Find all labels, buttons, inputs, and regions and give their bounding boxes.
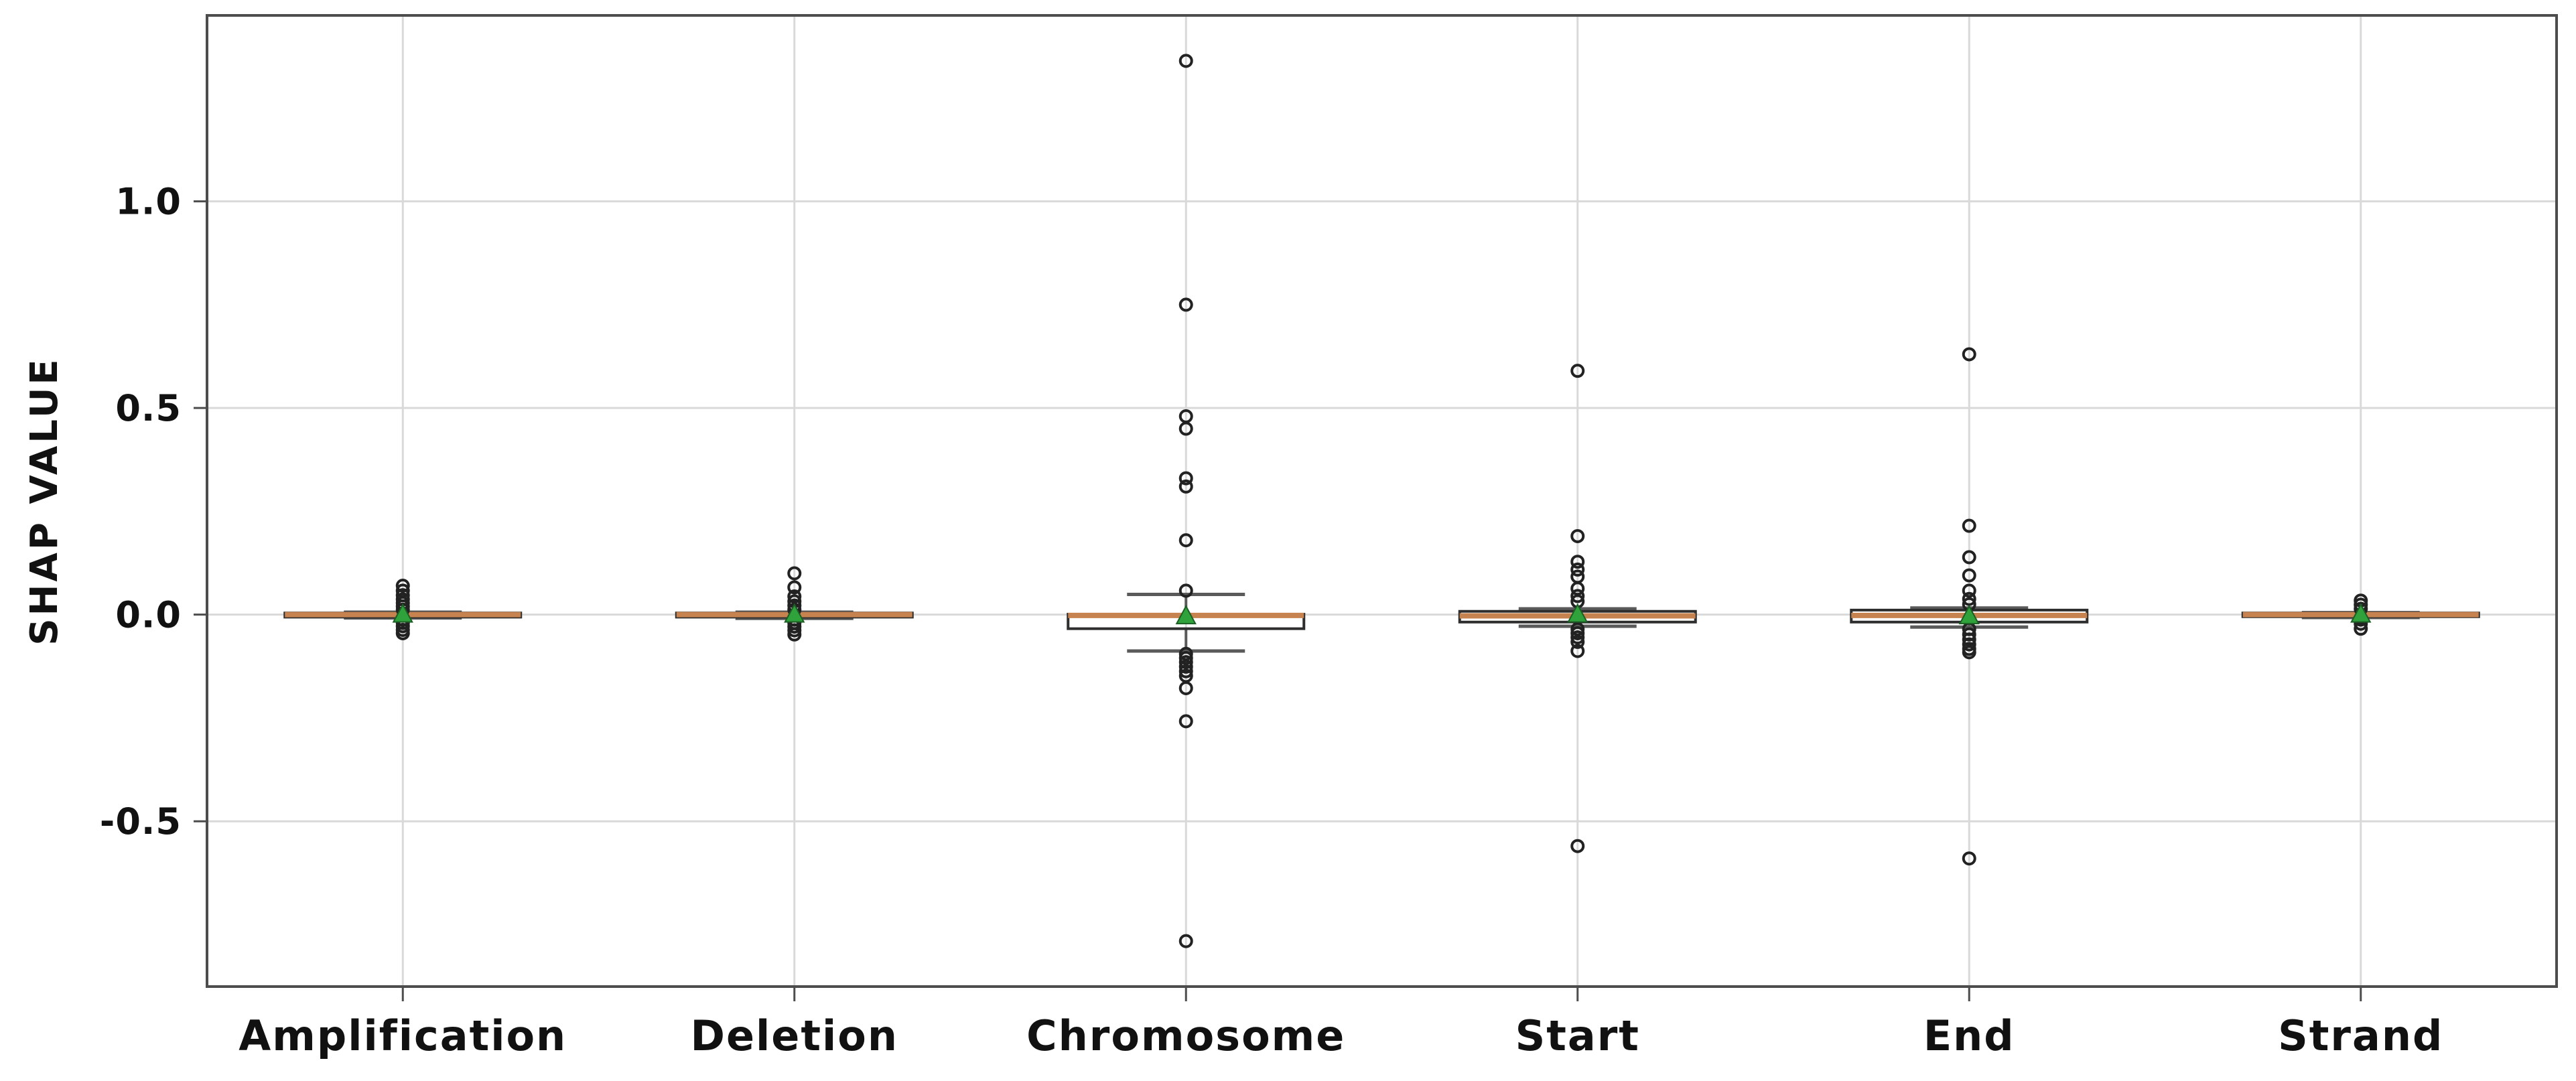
x-category-label-start: Start (1515, 1011, 1640, 1060)
outlier-point (1570, 589, 1585, 603)
outlier-point (1962, 591, 1976, 606)
x-category-label-end: End (1923, 1011, 2015, 1060)
outlier-point (1178, 714, 1193, 729)
y-tick-label: 0.0 (115, 594, 182, 636)
outlier-point (1962, 632, 1976, 647)
box-group-end (1850, 347, 2089, 866)
outlier-point (1962, 347, 1976, 362)
grid-lines (207, 15, 2557, 987)
outlier-point (1178, 650, 1193, 665)
outlier-point (1178, 659, 1193, 674)
x-category-label-amplification: Amplification (239, 1011, 567, 1060)
outlier-point (1962, 568, 1976, 583)
outlier-point (1178, 583, 1193, 598)
outlier-point (1570, 562, 1585, 577)
outlier-point (1570, 626, 1585, 640)
outlier-point (1178, 533, 1193, 548)
outlier-point (787, 580, 802, 595)
outlier-point (1570, 528, 1585, 543)
outlier-point (395, 578, 410, 593)
outlier-point (1178, 646, 1193, 661)
x-category-label-deletion: Deletion (691, 1011, 898, 1060)
outlier-point (1962, 645, 1976, 660)
outlier-point (1962, 518, 1976, 533)
mean-marker (392, 603, 413, 623)
outlier-point (1570, 644, 1585, 658)
mean-marker (2350, 603, 2372, 623)
outlier-point (1178, 471, 1193, 486)
y-axis-title: SHAP VALUE (23, 356, 66, 645)
outlier-point (787, 627, 802, 642)
outlier-point (1962, 637, 1976, 652)
outlier-point (1570, 630, 1585, 645)
outlier-point (1570, 555, 1585, 569)
outlier-point (1178, 664, 1193, 678)
outlier-point (1178, 655, 1193, 670)
box-group-deletion (675, 566, 914, 642)
outlier-point (1178, 934, 1193, 948)
outlier-point (787, 623, 802, 638)
outlier-point (1570, 581, 1585, 596)
y-tick-label: 1.0 (115, 181, 182, 223)
outlier-point (1962, 550, 1976, 565)
outlier-point (1570, 622, 1585, 636)
outlier-point (1570, 634, 1585, 649)
outlier-point (1962, 627, 1976, 642)
x-category-label-chromosome: Chromosome (1026, 1011, 1345, 1060)
outlier-point (1178, 479, 1193, 494)
outlier-point (1178, 681, 1193, 696)
y-axis: -0.5 0.0 0.5 1.0 (100, 181, 207, 843)
y-tick-label: -0.5 (100, 800, 182, 843)
outlier-point (787, 566, 802, 581)
outlier-point (1178, 421, 1193, 436)
outlier-point (395, 626, 410, 640)
box-group-chromosome (1067, 54, 1306, 948)
outlier-point (2354, 622, 2368, 636)
outlier-point (1962, 583, 1976, 598)
mean-marker (1958, 605, 1980, 625)
y-tick-label: 0.5 (115, 387, 182, 429)
box-group-start (1458, 364, 1697, 853)
plot-border (206, 14, 2558, 988)
box-group-strand (2241, 593, 2480, 636)
outlier-point (1178, 297, 1193, 312)
box-group-amplification (283, 578, 523, 640)
x-axis: Amplification Deletion Chromosome Start End S… (239, 987, 2443, 1060)
mean-marker (1567, 603, 1588, 623)
mean-marker (1175, 605, 1197, 625)
outlier-point (1570, 839, 1585, 853)
outlier-point (1962, 851, 1976, 866)
outlier-point (1570, 364, 1585, 378)
outlier-point (787, 589, 802, 604)
outlier-point (1178, 54, 1193, 68)
x-category-label-strand: Strand (2278, 1011, 2443, 1060)
mean-marker (784, 603, 805, 623)
